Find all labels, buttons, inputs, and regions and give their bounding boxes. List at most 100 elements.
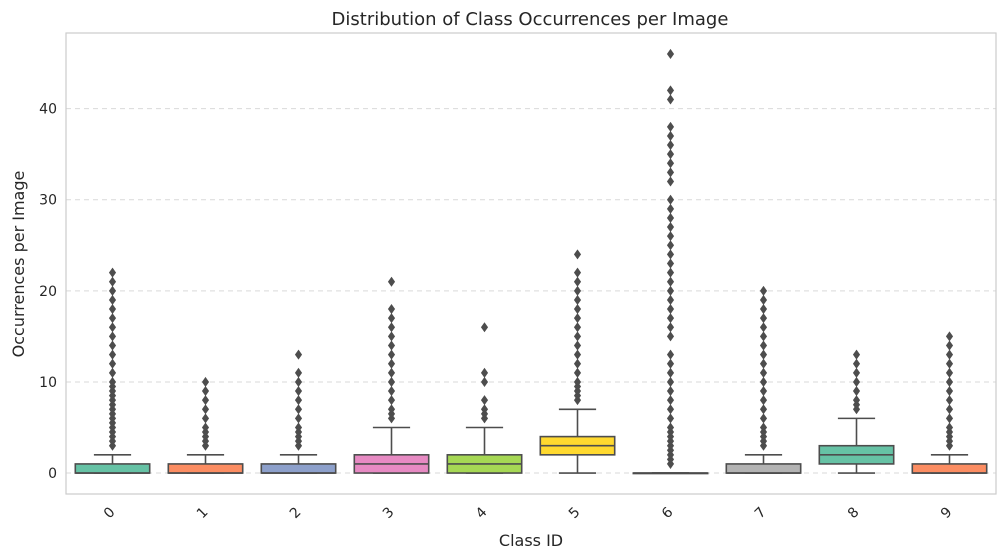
outlier-point bbox=[666, 222, 675, 233]
box-2 bbox=[260, 349, 337, 474]
outlier-point bbox=[294, 386, 303, 397]
outlier-point bbox=[666, 176, 675, 187]
outlier-point bbox=[387, 322, 396, 333]
outlier-point bbox=[387, 358, 396, 369]
x-tick-label: 0 bbox=[101, 504, 119, 522]
box-5 bbox=[539, 249, 616, 474]
outlier-point bbox=[108, 267, 117, 278]
box-iqr bbox=[74, 463, 151, 474]
outlier-point bbox=[759, 376, 768, 387]
box-iqr bbox=[911, 463, 988, 474]
outlier-point bbox=[108, 304, 117, 315]
outlier-point bbox=[573, 367, 582, 378]
outlier-point bbox=[666, 285, 675, 296]
outlier-point bbox=[759, 413, 768, 424]
outlier-point bbox=[666, 422, 675, 433]
outlier-point bbox=[108, 276, 117, 287]
outlier-point bbox=[666, 249, 675, 260]
outlier-point bbox=[573, 313, 582, 324]
outlier-point bbox=[759, 395, 768, 406]
outlier-point bbox=[666, 121, 675, 132]
outlier-point bbox=[108, 367, 117, 378]
outlier-point bbox=[945, 404, 954, 415]
outlier-point bbox=[294, 349, 303, 360]
outlier-point bbox=[573, 304, 582, 315]
outlier-point bbox=[666, 349, 675, 360]
outlier-point bbox=[852, 386, 861, 397]
box-iqr bbox=[260, 463, 337, 474]
outlier-point bbox=[108, 294, 117, 305]
outlier-point bbox=[108, 285, 117, 296]
box-iqr bbox=[725, 463, 802, 474]
outlier-point bbox=[759, 404, 768, 415]
box-8 bbox=[818, 349, 895, 474]
outlier-point bbox=[201, 422, 210, 433]
x-tick-label: 4 bbox=[473, 504, 491, 522]
outlier-point bbox=[387, 395, 396, 406]
outlier-point bbox=[108, 349, 117, 360]
outlier-point bbox=[666, 194, 675, 205]
outlier-point bbox=[480, 395, 489, 406]
box-iqr bbox=[167, 463, 244, 474]
outlier-point bbox=[759, 285, 768, 296]
outlier-point bbox=[387, 313, 396, 324]
outlier-point bbox=[666, 231, 675, 242]
outlier-point bbox=[108, 313, 117, 324]
outlier-point bbox=[294, 376, 303, 387]
outlier-point bbox=[945, 386, 954, 397]
outlier-point bbox=[573, 349, 582, 360]
outlier-point bbox=[666, 358, 675, 369]
outlier-point bbox=[108, 331, 117, 342]
x-tick-label: 9 bbox=[938, 504, 956, 522]
x-tick-label: 7 bbox=[752, 504, 770, 522]
y-tick-label: 10 bbox=[39, 375, 57, 391]
x-tick-label: 8 bbox=[845, 504, 863, 522]
outlier-point bbox=[387, 340, 396, 351]
outlier-point bbox=[666, 149, 675, 160]
box-3 bbox=[353, 276, 430, 474]
outlier-point bbox=[201, 386, 210, 397]
outlier-point bbox=[666, 167, 675, 178]
outlier-point bbox=[666, 331, 675, 342]
outlier-point bbox=[573, 276, 582, 287]
outlier-point bbox=[387, 304, 396, 315]
outlier-point bbox=[666, 130, 675, 141]
outlier-point bbox=[666, 94, 675, 105]
outlier-point bbox=[759, 340, 768, 351]
outlier-point bbox=[666, 413, 675, 424]
outlier-point bbox=[666, 367, 675, 378]
outlier-point bbox=[387, 331, 396, 342]
x-tick-label: 5 bbox=[566, 504, 584, 522]
outlier-point bbox=[573, 249, 582, 260]
outlier-point bbox=[666, 258, 675, 269]
outlier-point bbox=[759, 367, 768, 378]
outlier-point bbox=[573, 340, 582, 351]
x-axis-title: Class ID bbox=[499, 531, 563, 550]
outlier-point bbox=[201, 376, 210, 387]
outlier-point bbox=[480, 322, 489, 333]
outlier-point bbox=[759, 358, 768, 369]
outlier-point bbox=[852, 395, 861, 406]
outlier-point bbox=[759, 422, 768, 433]
outlier-point bbox=[666, 276, 675, 287]
outlier-point bbox=[294, 367, 303, 378]
outlier-point bbox=[666, 322, 675, 333]
outlier-point bbox=[666, 376, 675, 387]
outlier-point bbox=[573, 358, 582, 369]
outlier-point bbox=[387, 276, 396, 287]
outlier-point bbox=[480, 404, 489, 415]
box-7 bbox=[725, 285, 802, 474]
outlier-point bbox=[294, 404, 303, 415]
outlier-point bbox=[666, 212, 675, 223]
outlier-point bbox=[945, 331, 954, 342]
outlier-point bbox=[387, 367, 396, 378]
outlier-point bbox=[294, 422, 303, 433]
outlier-point bbox=[573, 294, 582, 305]
outlier-point bbox=[573, 322, 582, 333]
box-0 bbox=[74, 267, 151, 474]
y-axis-title: Occurrences per Image bbox=[9, 171, 28, 358]
outlier-point bbox=[201, 395, 210, 406]
outlier-point bbox=[945, 413, 954, 424]
outlier-point bbox=[294, 413, 303, 424]
y-tick-label: 0 bbox=[48, 466, 57, 482]
